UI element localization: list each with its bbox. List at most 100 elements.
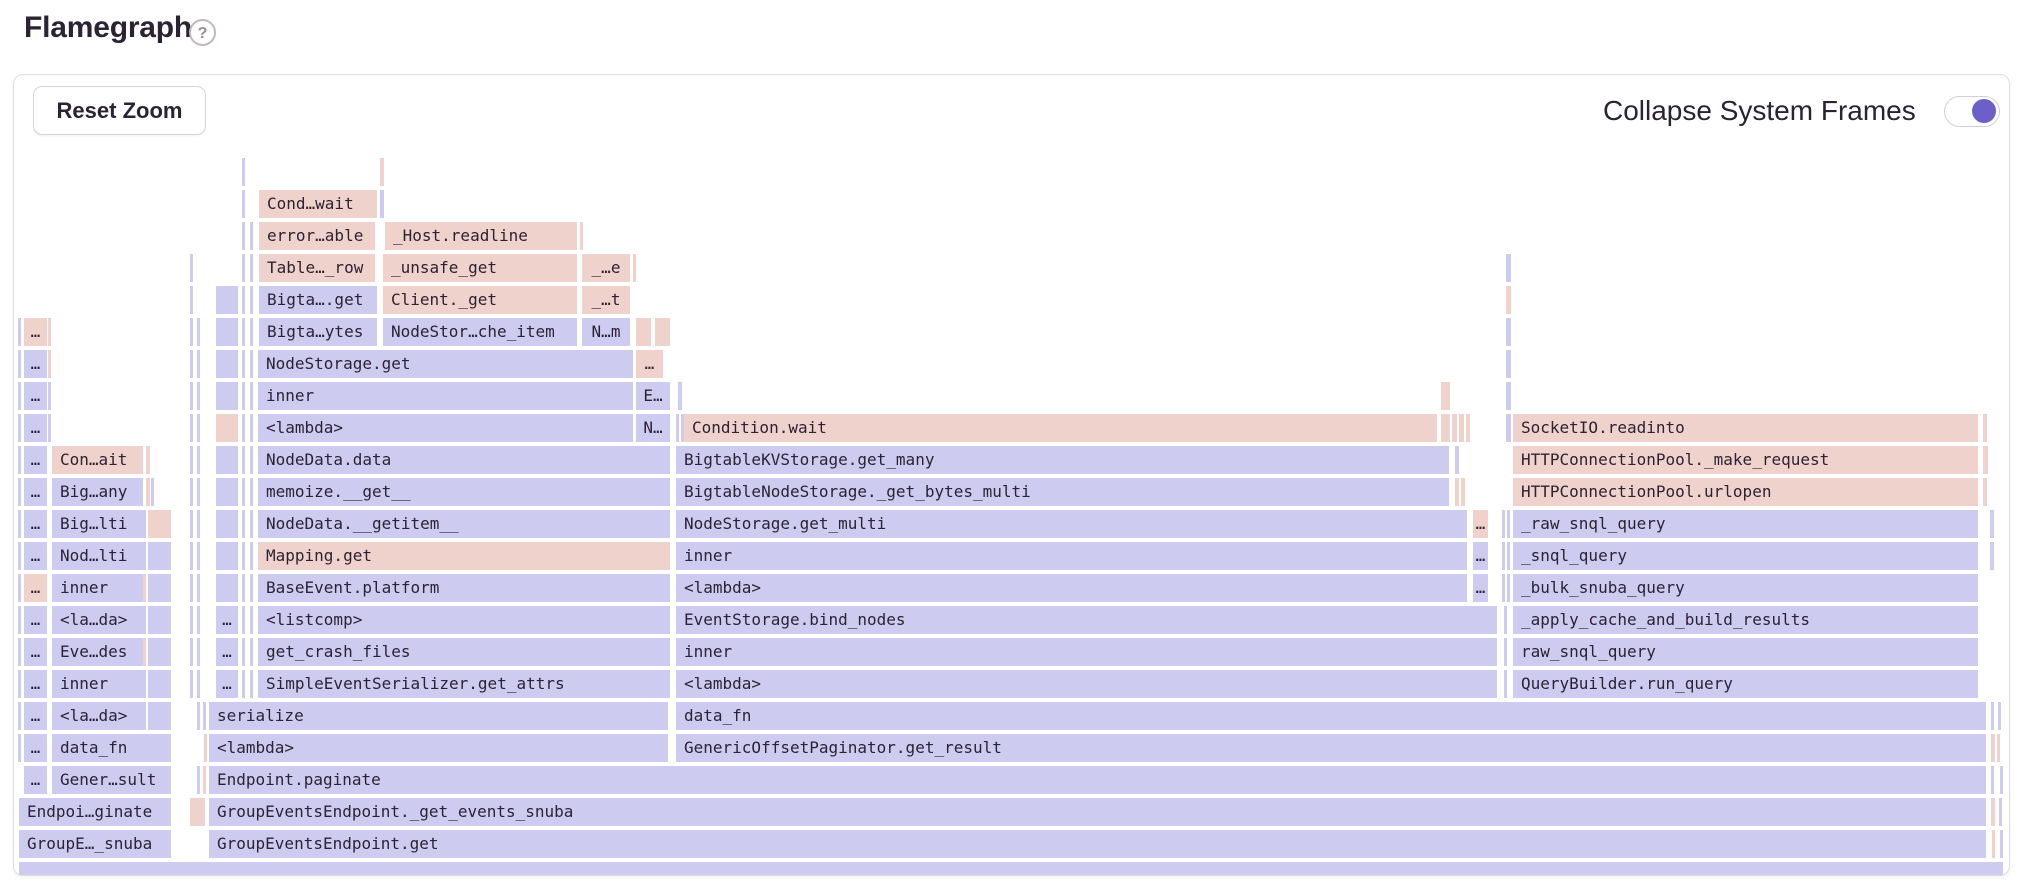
flame-frame[interactable]	[1983, 446, 1988, 474]
flame-frame[interactable]: Cond…wait	[259, 190, 377, 218]
flame-frame[interactable]	[1998, 702, 2001, 730]
flame-frame[interactable]	[681, 414, 684, 442]
flame-frame[interactable]	[655, 318, 670, 346]
flame-frame[interactable]	[250, 574, 253, 602]
flame-frame[interactable]: …	[636, 350, 663, 378]
flame-frame[interactable]: QueryBuilder.run_query	[1513, 670, 1978, 698]
flame-frame[interactable]	[197, 766, 200, 794]
flame-frame[interactable]: EventStorage.bind_nodes	[676, 606, 1497, 634]
flame-frame[interactable]	[242, 606, 245, 634]
flame-frame[interactable]	[1506, 382, 1511, 410]
flame-frame[interactable]: N…m	[582, 318, 630, 346]
flame-frame[interactable]	[1997, 734, 2000, 762]
flame-frame[interactable]: _bulk_snuba_query	[1513, 574, 1978, 602]
flame-frame[interactable]	[18, 542, 21, 570]
flame-frame[interactable]	[197, 702, 200, 730]
flame-frame[interactable]	[148, 574, 171, 602]
flame-frame[interactable]: Endpoint.paginate	[209, 766, 1986, 794]
flame-frame[interactable]	[250, 382, 253, 410]
flame-frame[interactable]: _raw_snql_query	[1513, 510, 1978, 538]
flame-frame[interactable]: Con…ait	[52, 446, 143, 474]
flame-frame[interactable]	[1506, 318, 1511, 346]
flame-frame[interactable]: memoize.__get__	[258, 478, 670, 506]
flame-frame[interactable]: Bigta…ytes	[259, 318, 377, 346]
flame-frame[interactable]	[203, 702, 206, 730]
flame-frame[interactable]: …	[24, 638, 47, 666]
flame-frame[interactable]	[190, 510, 193, 538]
flame-frame[interactable]: …	[24, 734, 47, 762]
flame-frame[interactable]	[1466, 414, 1470, 442]
flame-frame[interactable]: SimpleEventSerializer.get_attrs	[258, 670, 670, 698]
flame-frame[interactable]	[146, 446, 150, 474]
flame-frame[interactable]: NodeStorage.get_multi	[676, 510, 1467, 538]
flame-frame[interactable]	[250, 286, 253, 314]
flame-frame[interactable]	[1452, 414, 1457, 442]
flame-frame[interactable]	[1507, 574, 1510, 602]
flame-frame[interactable]	[18, 478, 21, 506]
flame-frame[interactable]: <lambda>	[676, 670, 1497, 698]
flame-frame[interactable]: <lambda>	[676, 574, 1467, 602]
flame-frame[interactable]	[250, 350, 253, 378]
flame-frame[interactable]	[242, 510, 245, 538]
flame-frame[interactable]: N…	[636, 414, 670, 442]
flame-frame[interactable]	[1455, 446, 1459, 474]
flame-frame[interactable]	[1983, 478, 1987, 506]
flame-frame[interactable]	[148, 670, 171, 698]
flame-frame[interactable]	[197, 478, 200, 506]
flame-frame[interactable]	[216, 318, 238, 346]
flame-frame[interactable]	[676, 414, 679, 442]
flame-frame[interactable]	[19, 862, 2003, 875]
flame-frame[interactable]	[242, 286, 245, 314]
flame-frame[interactable]	[143, 606, 146, 634]
flame-frame[interactable]: GroupEventsEndpoint.get	[209, 830, 1986, 858]
flame-frame[interactable]	[197, 350, 200, 378]
flame-frame[interactable]	[1506, 414, 1511, 442]
flame-frame[interactable]: Nod…lti	[52, 542, 143, 570]
flame-frame[interactable]: …	[24, 382, 47, 410]
flame-frame[interactable]: …	[1473, 510, 1488, 538]
flame-frame[interactable]: _unsafe_get	[383, 254, 577, 282]
flame-frame[interactable]	[1502, 510, 1505, 538]
flame-frame[interactable]	[1983, 414, 1987, 442]
flame-frame[interactable]: …	[216, 606, 238, 634]
flame-frame[interactable]: HTTPConnectionPool._make_request	[1513, 446, 1978, 474]
flame-frame[interactable]	[242, 254, 245, 282]
flame-frame[interactable]	[190, 670, 193, 698]
flame-frame[interactable]: GenericOffsetPaginator.get_result	[676, 734, 1986, 762]
flame-frame[interactable]	[18, 670, 21, 698]
flame-frame[interactable]: get_crash_files	[258, 638, 670, 666]
flame-frame[interactable]: HTTPConnectionPool.urlopen	[1513, 478, 1978, 506]
flame-frame[interactable]	[204, 734, 207, 762]
flame-frame[interactable]	[242, 446, 245, 474]
flame-frame[interactable]	[148, 542, 171, 570]
flame-frame[interactable]: BigtableKVStorage.get_many	[676, 446, 1449, 474]
flame-frame[interactable]	[242, 414, 245, 442]
flame-frame[interactable]: _…e	[582, 254, 630, 282]
flame-frame[interactable]	[633, 254, 636, 282]
flame-frame[interactable]: raw_snql_query	[1513, 638, 1978, 666]
flame-frame[interactable]	[1441, 414, 1450, 442]
flame-frame[interactable]	[380, 190, 384, 218]
flame-frame[interactable]	[197, 542, 200, 570]
flame-frame[interactable]: serialize	[209, 702, 668, 730]
flame-frame[interactable]: NodeStorage.get	[258, 350, 633, 378]
flame-frame[interactable]: _apply_cache_and_build_results	[1513, 606, 1978, 634]
flame-frame[interactable]: <lambda>	[258, 414, 633, 442]
flame-frame[interactable]: Big…lti	[52, 510, 143, 538]
flame-frame[interactable]	[250, 478, 253, 506]
flame-frame[interactable]	[197, 414, 200, 442]
flame-frame[interactable]	[48, 414, 51, 442]
flame-frame[interactable]	[190, 286, 193, 314]
flame-frame[interactable]: Bigta….get	[259, 286, 377, 314]
flame-frame[interactable]: inner	[676, 638, 1497, 666]
flame-frame[interactable]: <listcomp>	[258, 606, 670, 634]
flame-frame[interactable]	[197, 382, 200, 410]
flame-frame[interactable]	[250, 414, 253, 442]
flame-frame[interactable]	[1992, 830, 1995, 858]
flame-frame[interactable]	[197, 318, 200, 346]
flame-frame[interactable]	[216, 478, 238, 506]
flame-frame[interactable]	[216, 574, 238, 602]
flame-frame[interactable]	[148, 702, 171, 730]
flame-frame[interactable]	[143, 638, 146, 666]
flame-frame[interactable]	[216, 286, 238, 314]
